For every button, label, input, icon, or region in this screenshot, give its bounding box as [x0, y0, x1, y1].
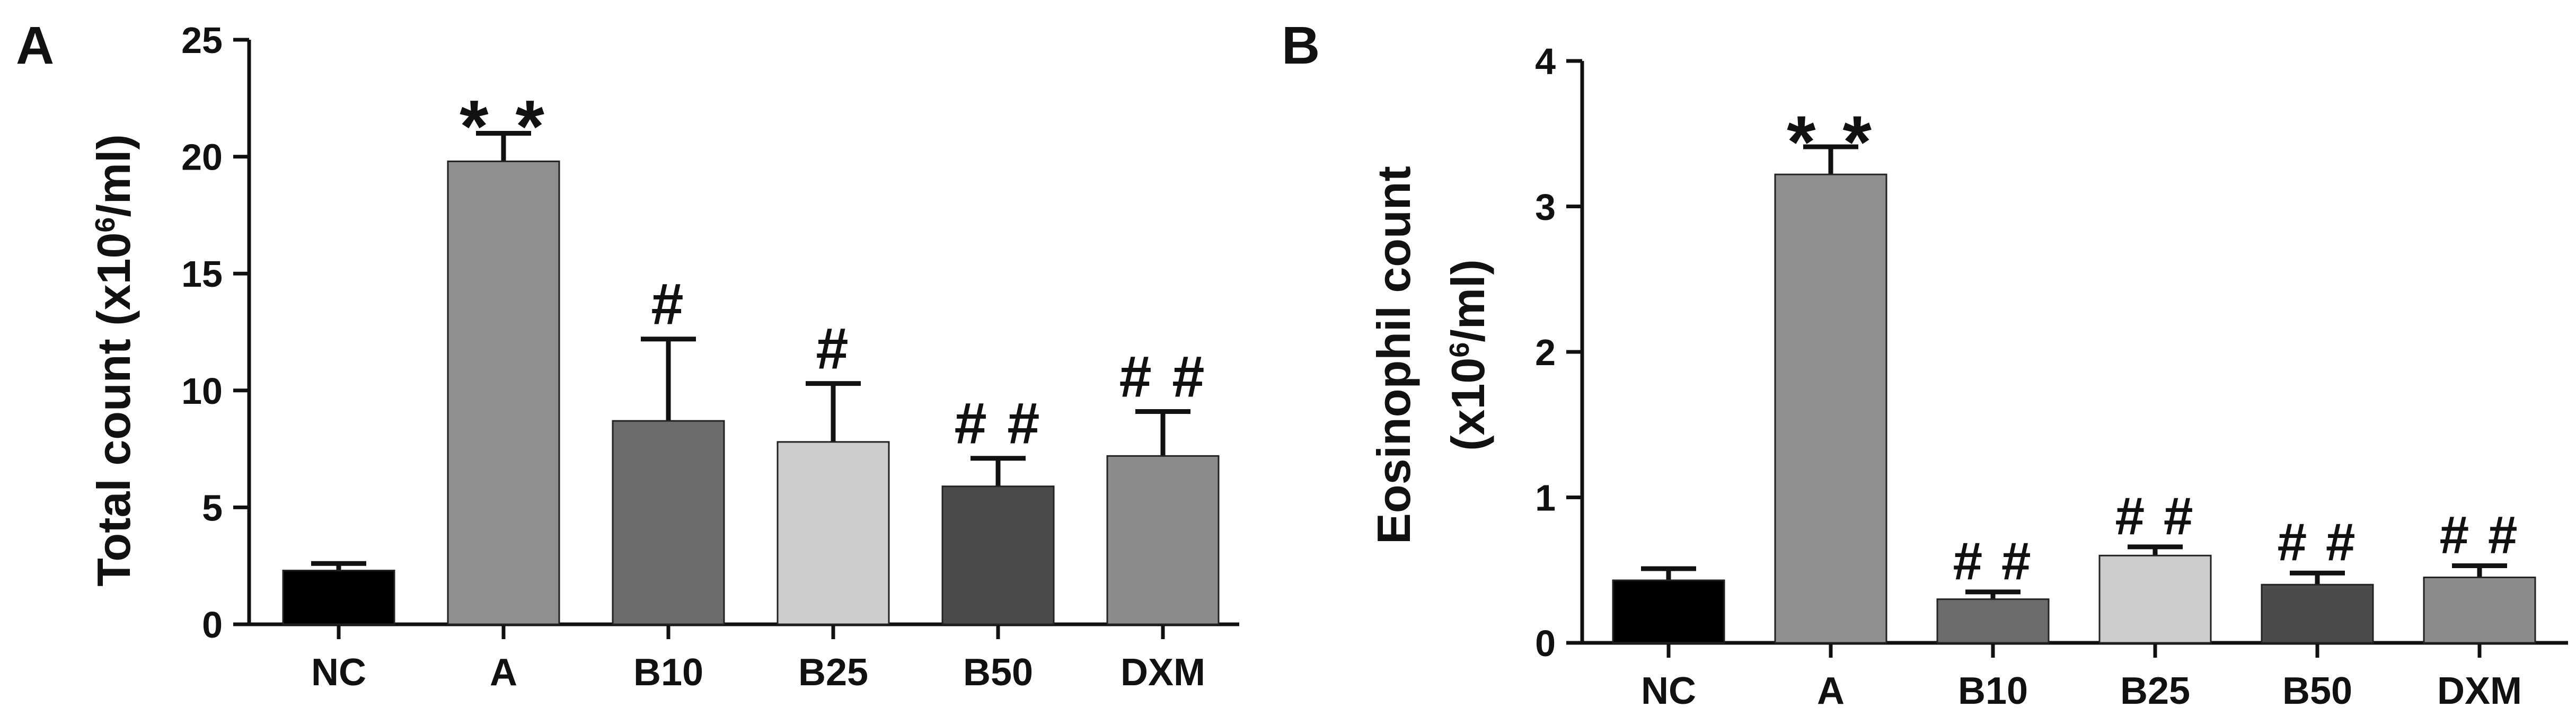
panel-a-bar-b25: [777, 441, 890, 625]
panel-a-bar-b10: [612, 420, 725, 625]
panel-a-significance-marker: # #: [1119, 344, 1207, 410]
panel-a-y-tick-label: 10: [181, 370, 223, 412]
panel-a-chart: A Total count (x106/ml) 0 5 10 15 20 25 NC A B10…: [16, 16, 1239, 694]
panel-b-y-axis-title-line1: Eosinophil count: [1368, 166, 1420, 544]
panel-b-y-tick-label: 4: [1535, 41, 1556, 82]
panel-a-x-tick-label: NC: [311, 651, 366, 694]
panel-a-x-tick-label: B50: [963, 651, 1033, 694]
panel-b-significance-marker: * *: [1787, 100, 1875, 183]
panel-b-significance-marker: # #: [1953, 532, 2033, 591]
panel-b-bars: * * # # # # # # # #: [1612, 100, 2536, 644]
panel-b-x-tick-label: B25: [2120, 670, 2190, 712]
panel-b-significance-marker: # #: [2439, 506, 2519, 565]
panel-a-label: A: [16, 16, 54, 75]
panel-b-x-tick-label: B50: [2282, 670, 2352, 712]
panel-a-x-tick-label: DXM: [1121, 651, 1205, 694]
panel-a-y-tick-label: 20: [181, 137, 223, 178]
panel-a-significance-marker: * *: [460, 84, 548, 167]
panel-a-y-tick-label: 0: [202, 604, 223, 646]
panel-a-bar-b50: [941, 485, 1055, 625]
panel-b-bar-a: [1774, 173, 1887, 644]
panel-b-bar-b50: [2261, 583, 2374, 644]
panel-b-axes: 0 1 2 3 4 NC A B10 B25 B50 DXM: [1535, 41, 2568, 712]
panel-b-significance-marker: # #: [2277, 512, 2357, 572]
panel-a-y-tick-label: 5: [202, 487, 223, 528]
panel-b-bar-nc: [1612, 579, 1725, 644]
panel-a-axes: 0 5 10 15 20 25 NC A B10 B25 B50 DXM: [181, 20, 1239, 694]
panel-a-bar-nc: [282, 570, 395, 625]
panel-a-significance-marker: # #: [955, 391, 1042, 456]
panel-a-bar-a: [447, 160, 560, 625]
panel-a-x-tick-label: A: [490, 651, 517, 694]
panel-b-x-tick-label: NC: [1641, 670, 1696, 712]
panel-a-x-tick-label: B10: [633, 651, 703, 694]
panel-a-significance-marker: #: [651, 272, 685, 337]
panel-b-y-tick-label: 3: [1535, 187, 1556, 228]
panel-b-significance-marker: # #: [2115, 487, 2195, 546]
panel-b-y-tick-label: 0: [1535, 623, 1556, 664]
panel-b-chart: B Eosinophil count (x106/ml) 0 1 2 3 4 NC A B10…: [1282, 16, 2568, 712]
panel-b-bar-b10: [1936, 598, 2050, 644]
panel-a-y-axis-title: Total count (x106/ml): [87, 134, 140, 587]
panel-b-y-tick-label: 2: [1535, 332, 1556, 373]
panel-b-y-tick-label: 1: [1535, 478, 1556, 519]
panel-a-bar-dxm: [1106, 455, 1220, 625]
panel-a-significance-marker: #: [816, 316, 850, 382]
panel-b-y-axis-title-line2: (x106/ml): [1442, 259, 1494, 451]
panel-a-bars: * * # # # # # #: [282, 84, 1220, 625]
panel-a-y-tick-label: 15: [181, 253, 223, 295]
panel-b-label: B: [1282, 16, 1320, 75]
panel-b-x-tick-label: B10: [1958, 670, 2028, 712]
panel-b-x-tick-label: A: [1817, 670, 1845, 712]
panel-a-y-tick-label: 25: [181, 20, 223, 61]
panel-b-x-tick-label: DXM: [2437, 670, 2522, 712]
panel-b-bar-dxm: [2423, 576, 2536, 644]
panel-b-bar-b25: [2098, 554, 2212, 644]
panel-a-x-tick-label: B25: [798, 651, 868, 694]
